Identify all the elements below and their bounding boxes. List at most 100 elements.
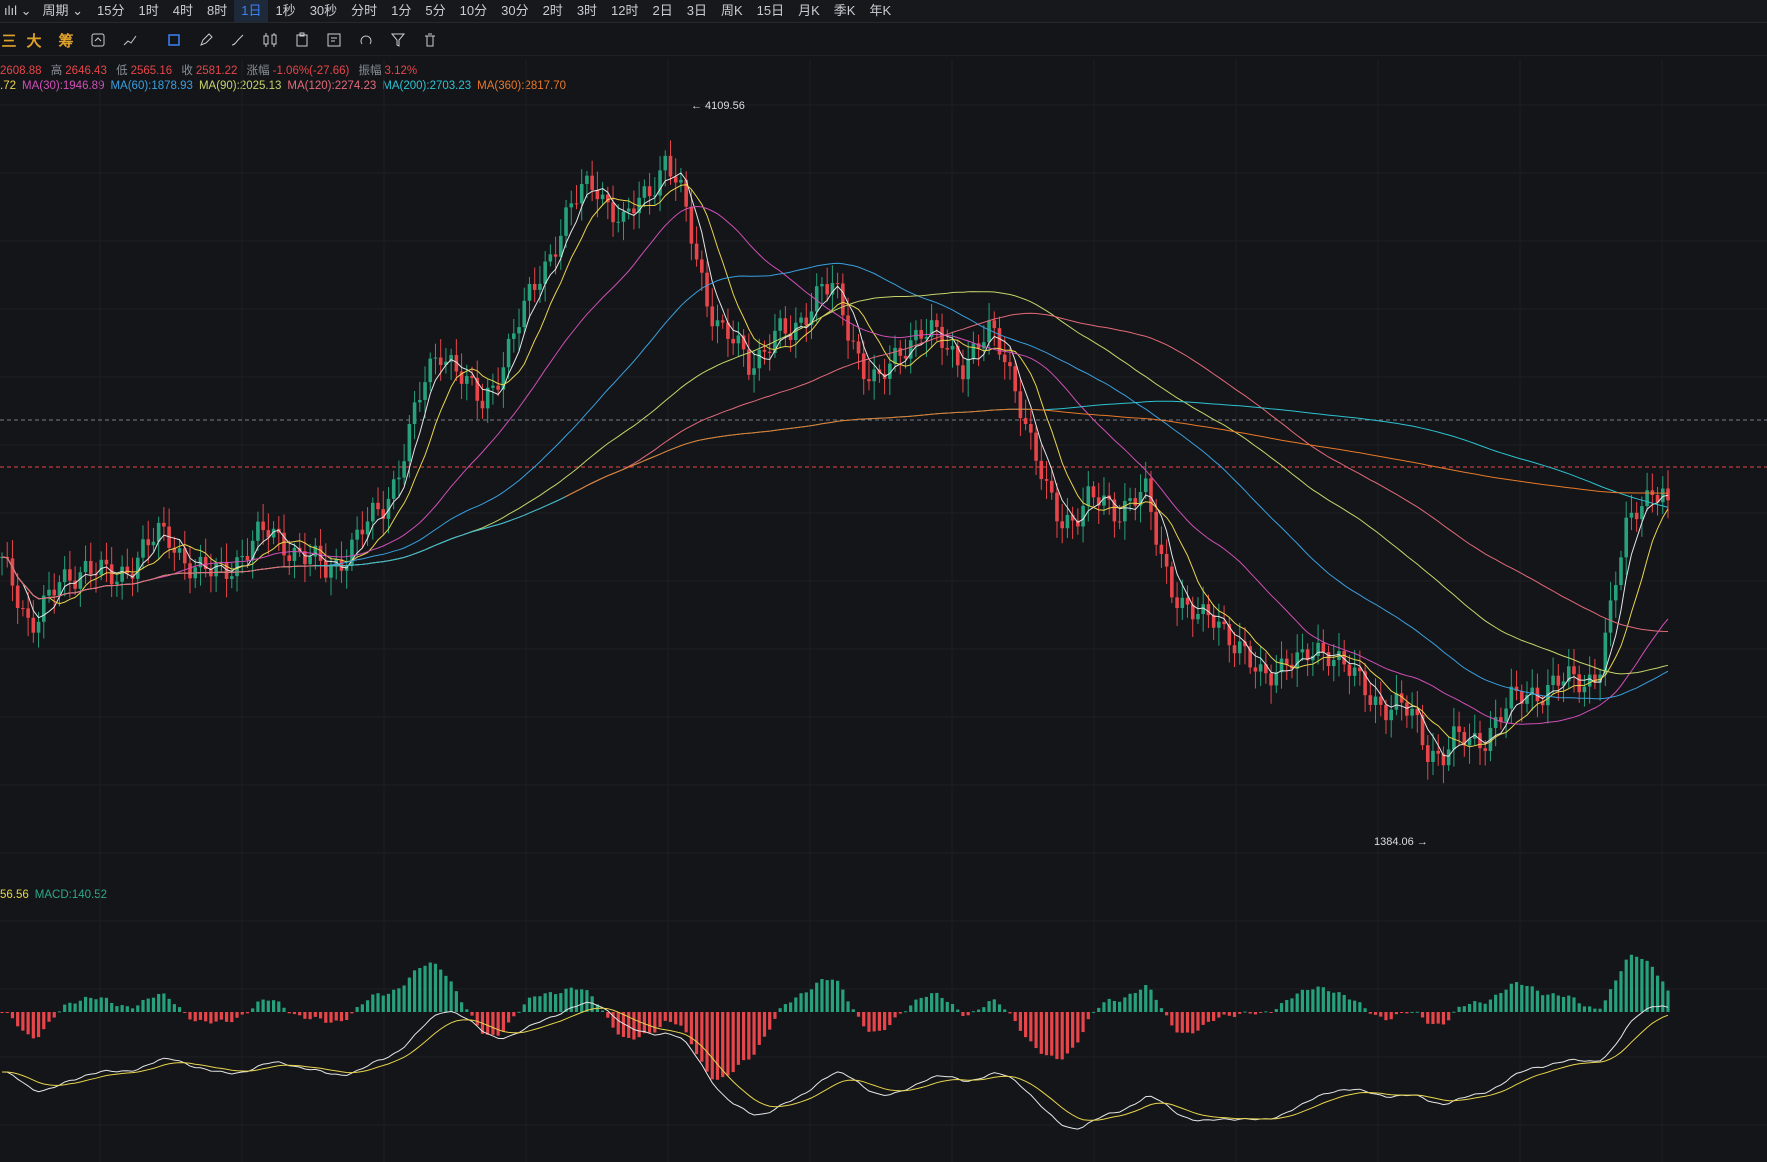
macd-bar	[1447, 1012, 1451, 1021]
interval-0[interactable]: 15分	[97, 3, 125, 18]
macd-bar	[298, 1012, 302, 1016]
interval-1[interactable]: 1时	[138, 3, 159, 18]
macd-bar	[1384, 1012, 1388, 1021]
interval-8[interactable]: 1分	[391, 3, 412, 18]
interval-19[interactable]: 月K	[798, 3, 820, 18]
interval-13[interactable]: 3时	[576, 3, 598, 18]
interval-4[interactable]: 1日	[234, 0, 269, 22]
interval-10[interactable]: 10分	[459, 3, 488, 18]
macd-dif-line	[1, 1001, 1669, 1130]
candle-body	[245, 555, 250, 561]
price-chart[interactable]	[0, 60, 1767, 1162]
interval-20[interactable]: 季K	[833, 3, 856, 18]
interval-3[interactable]: 8时	[206, 3, 228, 18]
candle-body	[1493, 717, 1498, 728]
macd-bar	[710, 1012, 714, 1080]
toolbar-separator	[146, 25, 158, 55]
candle-body	[835, 283, 840, 285]
period-dropdown[interactable]: 周期 ⌄	[42, 3, 84, 18]
macd-bar	[888, 1012, 892, 1026]
candle-body	[679, 179, 683, 183]
compare-icon[interactable]	[82, 25, 114, 55]
trash-icon[interactable]	[414, 25, 446, 55]
macd-bar	[115, 1006, 119, 1012]
macd-bar	[345, 1012, 349, 1021]
interval-6[interactable]: 30秒	[309, 3, 338, 18]
interval-15[interactable]: 2日	[652, 3, 673, 18]
macd-bar	[1290, 998, 1294, 1012]
candle-body	[1170, 566, 1174, 598]
candle-body	[694, 243, 699, 260]
close-value: 2581.22	[195, 65, 238, 77]
candle-body	[820, 284, 824, 287]
candle-body	[188, 563, 192, 579]
macd-bar	[924, 996, 928, 1012]
macd-bar	[1635, 956, 1639, 1012]
tool-text-1[interactable]: 三	[1, 32, 17, 50]
candle-body	[741, 335, 746, 350]
candlestick-type-icon[interactable]: ılıl ⌄	[4, 3, 32, 18]
interval-7[interactable]: 分时	[351, 3, 378, 18]
macd-bar	[1624, 959, 1628, 1012]
clipboard-icon[interactable]	[286, 25, 318, 55]
indicator-icon[interactable]	[114, 25, 146, 55]
macd-bar	[590, 996, 594, 1012]
filter-icon[interactable]	[382, 25, 414, 55]
macd-bar	[883, 1012, 887, 1031]
candle-body	[485, 387, 490, 409]
macd-bar	[350, 1012, 354, 1014]
drawing-toolbar: 三 大 筹	[0, 25, 1767, 56]
candle-body	[940, 326, 944, 348]
interval-12[interactable]: 2时	[542, 3, 563, 18]
macd-bar	[809, 989, 814, 1012]
interval-21[interactable]: 年K	[869, 3, 892, 18]
candle-body	[1248, 646, 1252, 668]
macd-bar	[789, 1002, 793, 1012]
candle-body	[856, 341, 861, 354]
macd-bar	[1629, 954, 1634, 1012]
macd-bar	[501, 1012, 505, 1032]
candle-body	[172, 547, 177, 553]
high-price-annotation: ← 4109.56	[691, 100, 745, 112]
macd-bar	[679, 1012, 683, 1026]
interval-2[interactable]: 4时	[172, 3, 193, 18]
macd-bar	[110, 1002, 114, 1012]
macd-bar	[914, 999, 918, 1012]
candle-body	[371, 502, 375, 522]
interval-9[interactable]: 5分	[425, 3, 446, 18]
macd-bar	[1081, 1012, 1085, 1033]
macd-bar	[1018, 1012, 1023, 1031]
candle-body	[1258, 664, 1263, 672]
macd-bar	[825, 980, 829, 1012]
macd-legend: 56.56 MACD:140.52	[0, 889, 113, 901]
interval-17[interactable]: 周K	[720, 3, 743, 18]
candle-body	[156, 522, 161, 542]
template-icon[interactable]	[318, 25, 350, 55]
candle-settings-icon[interactable]	[254, 25, 286, 55]
tool-text-2[interactable]: 大	[26, 32, 42, 50]
macd-bar	[564, 988, 568, 1012]
candle-body	[1660, 488, 1665, 503]
macd-bar	[1332, 992, 1336, 1012]
interval-5[interactable]: 1秒	[275, 3, 296, 18]
candle-body	[1321, 642, 1326, 653]
tool-text-3[interactable]: 筹	[58, 32, 74, 50]
selection-icon[interactable]	[158, 25, 190, 55]
candle-body	[888, 363, 892, 379]
brush-icon[interactable]	[222, 25, 254, 55]
pencil-icon[interactable]	[190, 25, 222, 55]
high-value: 2646.43	[65, 65, 107, 77]
candle-body	[903, 355, 908, 359]
candle-body	[1070, 514, 1075, 521]
macd-bar	[935, 992, 939, 1012]
macd-bar	[1316, 986, 1320, 1012]
interval-14[interactable]: 12时	[611, 3, 639, 18]
magnet-icon[interactable]	[350, 25, 382, 55]
macd-bar	[898, 1012, 902, 1014]
candle-body	[736, 335, 741, 344]
interval-11[interactable]: 30分	[501, 3, 529, 18]
interval-18[interactable]: 15日	[756, 3, 785, 18]
interval-16[interactable]: 3日	[686, 3, 707, 18]
macd-bar	[99, 997, 103, 1012]
candle-body	[1211, 615, 1216, 628]
